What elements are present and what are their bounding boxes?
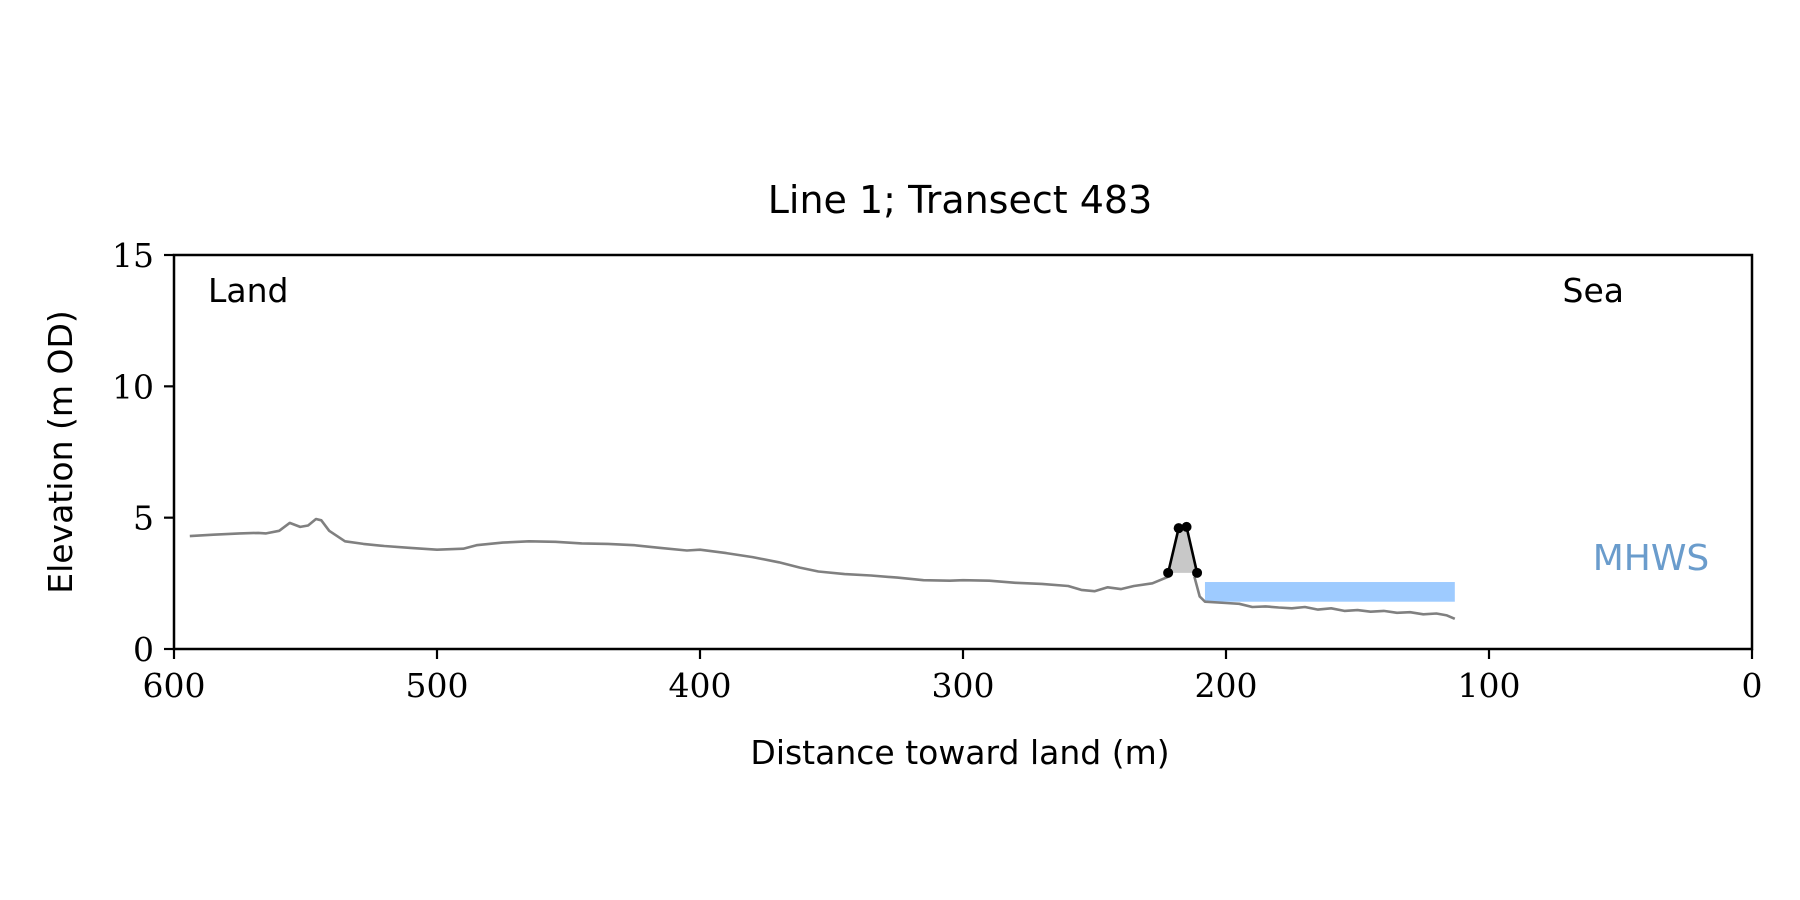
dune-point-4 bbox=[1192, 567, 1203, 578]
y-axis-label: Elevation (m OD) bbox=[41, 310, 80, 594]
x-tick-label: 100 bbox=[1458, 666, 1521, 705]
y-axis: 0 5 10 15 bbox=[112, 236, 174, 669]
dune-point-1 bbox=[1163, 567, 1174, 578]
land-annotation: Land bbox=[208, 271, 288, 310]
dune-fill bbox=[1168, 526, 1198, 573]
x-tick-label: 500 bbox=[406, 666, 469, 705]
profile-line-1 bbox=[189, 517, 1169, 593]
profile-line-2 bbox=[1193, 576, 1456, 620]
x-axis: 600 500 400 300 200 100 0 bbox=[143, 649, 1763, 705]
y-tick-label: 15 bbox=[112, 236, 154, 275]
dune-point-3 bbox=[1181, 521, 1192, 532]
y-tick-label: 0 bbox=[133, 630, 154, 669]
mhws-band bbox=[1204, 582, 1455, 602]
x-tick-label: 200 bbox=[1195, 666, 1258, 705]
y-tick-label: 10 bbox=[112, 367, 154, 406]
mhws-annotation: MHWS bbox=[1593, 538, 1710, 579]
x-axis-label: Distance toward land (m) bbox=[750, 733, 1169, 772]
chart-title: Line 1; Transect 483 bbox=[768, 178, 1153, 222]
x-tick-label: 300 bbox=[932, 666, 995, 705]
x-tick-label: 600 bbox=[143, 666, 206, 705]
dune-point-2 bbox=[1173, 523, 1184, 534]
x-tick-label: 400 bbox=[669, 666, 732, 705]
plot-area bbox=[189, 517, 1456, 620]
plot-frame bbox=[172, 253, 1754, 651]
sea-annotation: Sea bbox=[1563, 271, 1624, 310]
y-tick-label: 5 bbox=[133, 499, 154, 538]
x-tick-label: 0 bbox=[1742, 666, 1763, 705]
